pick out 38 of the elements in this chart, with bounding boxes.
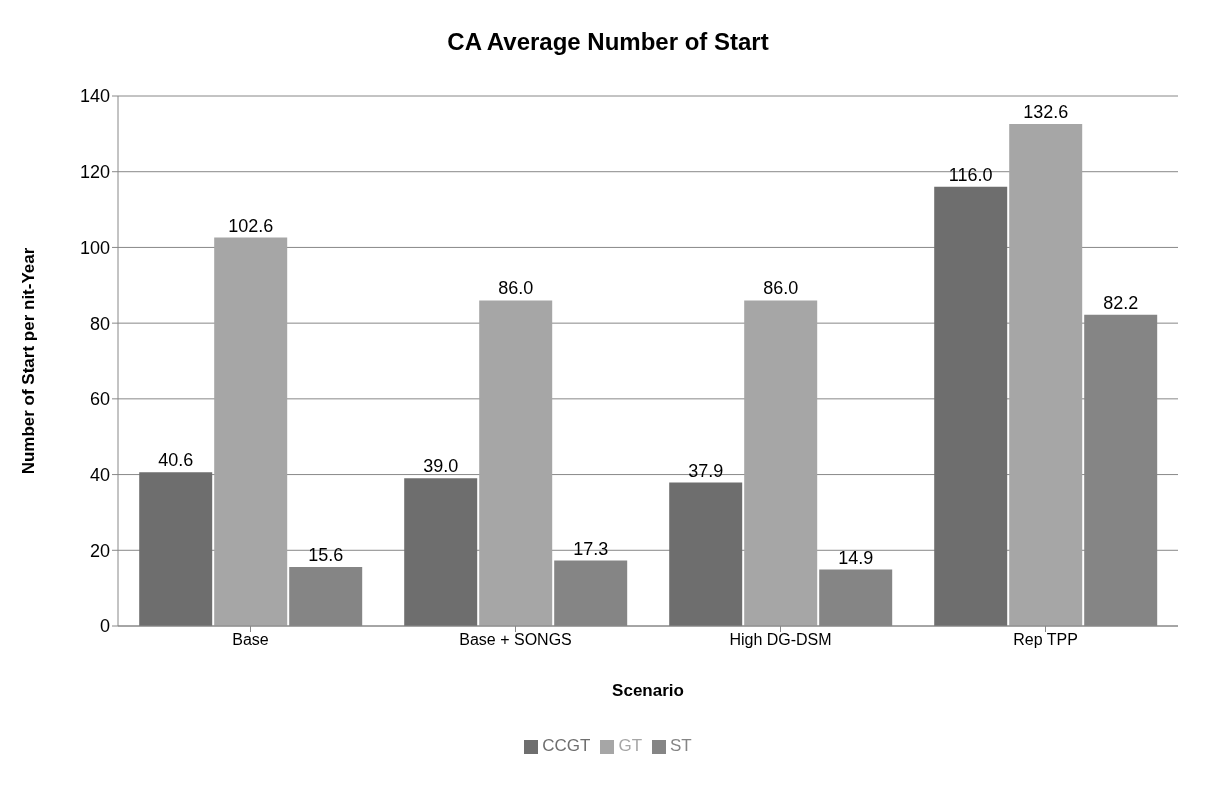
y-tick-label: 20	[89, 540, 110, 561]
data-label: 86.0	[763, 278, 799, 299]
legend-label: GT	[618, 736, 643, 755]
data-label: 39.0	[423, 456, 459, 477]
y-tick-label: 100	[79, 237, 110, 258]
x-tick-label: Base + SONGS	[459, 631, 572, 649]
y-tick-label: 140	[79, 86, 110, 107]
data-label: 17.3	[573, 538, 609, 559]
x-tick-label: Rep TPP	[1013, 631, 1078, 649]
y-axis-title: Number of Start per nit-Year	[19, 247, 39, 475]
legend-label: ST	[670, 736, 692, 755]
bar	[139, 472, 213, 626]
data-label: 37.9	[688, 460, 724, 481]
data-label: 15.6	[308, 544, 344, 565]
data-label: 14.9	[838, 547, 874, 568]
data-label: 40.6	[158, 450, 194, 471]
x-tick-label: High DG-DSM	[729, 631, 832, 649]
y-tick-label: 80	[89, 313, 110, 334]
y-tick-label: 120	[79, 162, 110, 183]
data-label: 102.6	[228, 215, 274, 236]
bar	[669, 482, 743, 626]
x-tick-label: Base	[232, 631, 269, 649]
bar	[934, 186, 1008, 626]
bar	[744, 300, 818, 626]
bar	[214, 237, 288, 626]
data-label: 86.0	[498, 278, 534, 299]
y-tick-label: 60	[89, 389, 110, 410]
y-tick-label: 40	[89, 464, 110, 485]
bar	[404, 478, 478, 626]
data-label: 82.2	[1103, 292, 1139, 313]
bar	[1009, 124, 1083, 626]
y-tick-label: 0	[99, 616, 110, 637]
data-label: 116.0	[948, 164, 993, 185]
bar	[479, 300, 553, 626]
chart-title: CA Average Number of Start	[446, 28, 770, 56]
x-axis-title: Scenario	[612, 681, 684, 700]
legend-label: CCGT	[542, 736, 591, 755]
data-label: 132.6	[1023, 102, 1069, 123]
